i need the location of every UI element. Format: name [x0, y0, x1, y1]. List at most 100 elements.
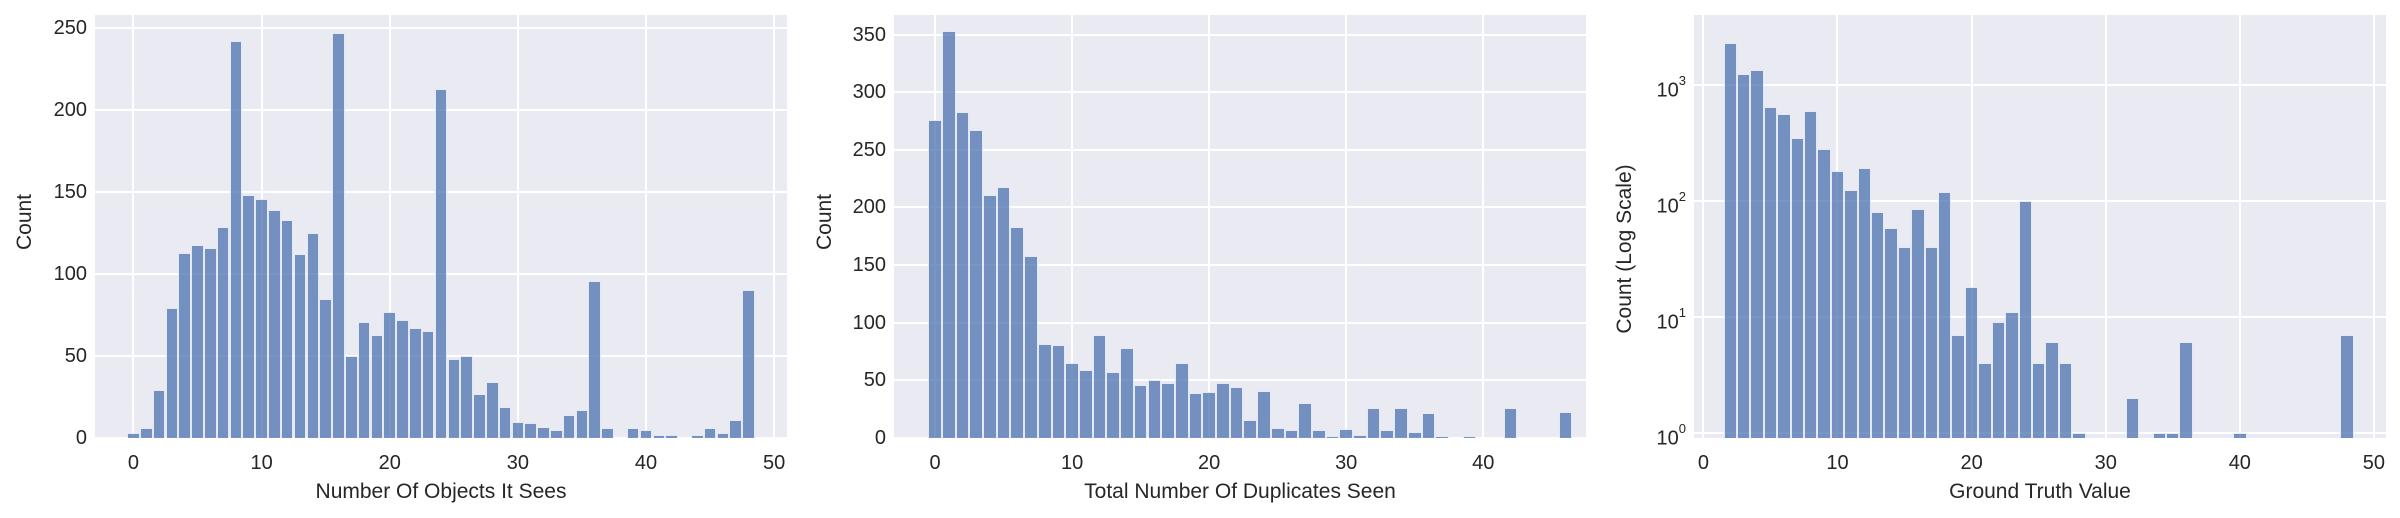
x-tick-label: 30 — [2094, 452, 2117, 474]
gridline-vertical — [1345, 15, 1348, 438]
plot-area — [1694, 15, 2386, 438]
histogram-bar — [969, 130, 984, 438]
histogram-bar — [1133, 384, 1148, 438]
histogram-bar — [562, 415, 576, 438]
histogram-bar — [1736, 73, 1751, 438]
histogram-bar — [1161, 382, 1175, 438]
histogram-bar — [1435, 435, 1449, 438]
x-axis-label: Ground Truth Value — [1949, 480, 2131, 503]
y-tick-label: 350 — [852, 23, 886, 46]
histogram-bar — [242, 195, 256, 438]
histogram-bar — [652, 434, 666, 438]
histogram-bar — [1924, 246, 1939, 438]
gridline-vertical — [2372, 15, 2375, 438]
y-tick-label: 200 — [53, 99, 87, 122]
histogram-bar — [1844, 189, 1858, 438]
histogram-bar — [1871, 212, 1885, 438]
histogram-bar — [1270, 427, 1285, 438]
histogram-bar — [2179, 342, 2193, 438]
histogram-bar — [460, 356, 473, 438]
x-tick-label: 30 — [506, 452, 529, 474]
histogram-bar — [319, 298, 332, 438]
histogram-bar — [152, 390, 166, 438]
x-tick-label: 10 — [1061, 452, 1084, 474]
gridline-horizontal — [1694, 83, 2386, 86]
histogram-bar — [383, 311, 396, 438]
histogram-bar — [2072, 432, 2086, 438]
histogram-bar — [1911, 208, 1925, 438]
histogram-bar — [996, 186, 1011, 438]
histogram-bar — [255, 198, 268, 438]
x-axis-label: Number Of Objects It Sees — [315, 480, 567, 503]
gridline-vertical — [388, 15, 391, 438]
histogram-bar — [537, 426, 550, 438]
histogram-bar — [473, 393, 486, 438]
histogram-bar — [524, 423, 537, 438]
histogram-bar — [2018, 200, 2032, 438]
histogram-bar — [941, 31, 956, 438]
histogram-bar — [550, 429, 563, 438]
y-tick-label: 0 — [874, 427, 886, 449]
histogram-bar — [1978, 362, 1992, 438]
x-tick-label: 50 — [763, 452, 786, 474]
histogram-bar — [1723, 42, 1737, 438]
histogram-bar — [191, 244, 204, 438]
histogram-bar — [2340, 334, 2354, 438]
gridline-horizontal — [894, 91, 1586, 94]
gridline-vertical — [1482, 15, 1485, 438]
histogram-bar — [955, 111, 970, 438]
histogram-bar — [396, 319, 409, 438]
x-tick-label: 20 — [1198, 452, 1221, 474]
histogram-bar — [1394, 408, 1408, 438]
x-tick-label: 0 — [1697, 452, 1709, 474]
x-axis-label: Total Number Of Duplicates Seen — [1084, 480, 1396, 503]
histogram-bar — [434, 88, 448, 438]
histogram-bar — [511, 421, 525, 438]
histogram-bar — [1951, 334, 1965, 438]
histogram-bar — [575, 410, 589, 438]
gridline-horizontal — [1694, 315, 2386, 318]
histogram-bar — [2166, 432, 2180, 438]
x-tick-label: 10 — [250, 452, 273, 474]
histogram-bar — [204, 247, 217, 438]
x-tick-label: 50 — [2362, 452, 2386, 474]
histogram-bar — [2058, 362, 2073, 438]
y-tick-label: 0 — [75, 427, 87, 449]
y-tick-label: 100 — [1656, 420, 1686, 450]
y-tick-label: 200 — [852, 196, 886, 219]
histogram-bar — [498, 406, 512, 438]
histogram-bar — [421, 331, 435, 438]
histogram-bar — [1174, 363, 1189, 438]
histogram-bar — [928, 119, 942, 438]
x-tick-label: 20 — [1960, 452, 1983, 474]
histogram-bar — [165, 308, 179, 438]
gridline-vertical — [645, 15, 648, 438]
y-tick-label: 102 — [1656, 188, 1686, 218]
gridline-vertical — [1208, 15, 1211, 438]
x-tick-label: 40 — [2228, 452, 2251, 474]
histogram-bar — [1462, 436, 1477, 438]
histogram-bar — [1311, 429, 1326, 438]
x-tick-label: 20 — [378, 452, 401, 474]
y-tick-label: 150 — [852, 254, 886, 277]
histogram-bar — [1202, 391, 1216, 438]
y-tick-label: 300 — [852, 81, 886, 104]
gridline-vertical — [1702, 15, 1705, 438]
histogram-bar — [1120, 348, 1134, 438]
histogram-bar — [293, 254, 307, 438]
histogram-bar — [1366, 408, 1381, 438]
histogram-bar — [216, 226, 230, 438]
chart-panel-objects-seen: Count 0 50 100 150 200 250 0 10 20 30 40 50 Number… — [0, 0, 800, 518]
histogram-bar — [370, 334, 384, 438]
histogram-bar — [1298, 403, 1312, 438]
histogram-bar — [601, 428, 614, 438]
histogram-bar — [1229, 387, 1244, 438]
histogram-bar — [485, 382, 499, 438]
gridline-vertical — [2104, 15, 2107, 438]
x-tick-label: 10 — [1826, 452, 1849, 474]
histogram-bar — [1750, 69, 1764, 438]
histogram-bar — [229, 41, 243, 438]
gridline-horizontal — [894, 33, 1586, 36]
histogram-bar — [703, 428, 717, 438]
histogram-bar — [268, 210, 281, 438]
